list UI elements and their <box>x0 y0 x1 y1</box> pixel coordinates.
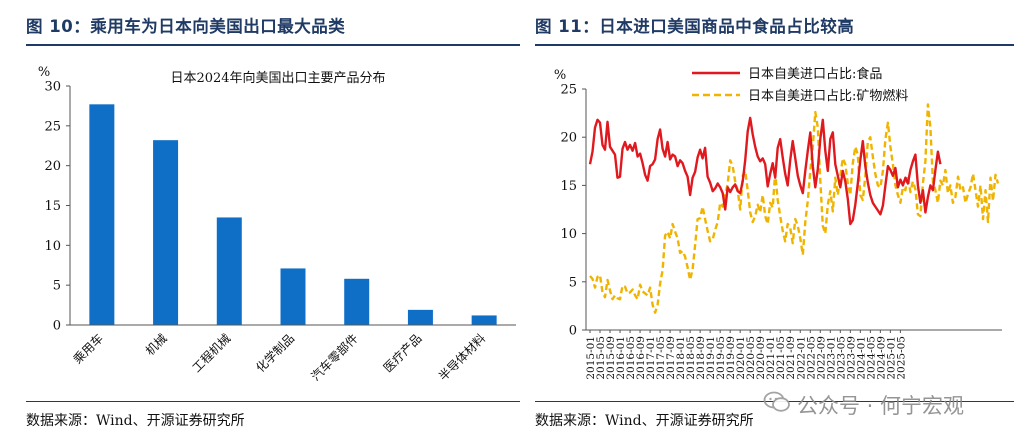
bar-y-tick-label: 25 <box>44 119 61 134</box>
line-x-tick-label: 2025-05 <box>895 336 907 380</box>
watermark: 公众号 · 何宁宏观 <box>763 390 964 420</box>
bar-category-label: 汽车零部件 <box>308 331 361 384</box>
right-title-rule <box>535 44 1014 46</box>
line-x-tick-label: 2021-01 <box>765 336 777 380</box>
bar-y-tick-label: 15 <box>44 199 61 214</box>
line-x-tick-label: 2021-05 <box>775 336 787 380</box>
bar-category-label: 工程机械 <box>189 331 234 376</box>
line-x-tick-label: 2025-01 <box>885 336 897 380</box>
bar-1 <box>89 104 115 325</box>
line-x-tick-label: 2017-01 <box>645 336 657 380</box>
line-x-tick-label: 2024-09 <box>875 336 887 380</box>
bar-chart: 日本2024年向美国出口主要产品分布 % 0 5 10 15 20 25 30 乘用车 机械工… <box>38 65 516 384</box>
series-line-fuel <box>589 103 1000 314</box>
bar-7 <box>471 315 497 325</box>
line-x-tick-label: 2018-05 <box>685 336 697 380</box>
line-x-tick-label: 2018-01 <box>675 336 687 380</box>
line-x-tick-label: 2017-05 <box>655 336 667 380</box>
right-source-text: 数据来源：Wind、开源证券研究所 <box>535 413 754 429</box>
line-x-tick-label: 2024-01 <box>855 336 867 380</box>
line-y-axis-unit: % <box>554 68 566 83</box>
line-x-tick-label: 2023-01 <box>825 336 837 380</box>
bar-y-tick-label: 5 <box>53 279 61 294</box>
bar-3 <box>216 217 242 325</box>
bar-y-tick-label: 30 <box>44 80 61 95</box>
left-figure-title: 图 10：乘用车为日本向美国出口最大品类 <box>26 17 346 36</box>
line-y-tick-label: 10 <box>560 227 577 242</box>
line-x-tick-label: 2016-09 <box>635 336 647 380</box>
line-x-tick-label: 2023-09 <box>845 336 857 380</box>
series-line-food <box>588 116 942 226</box>
line-x-tick-label: 2015-09 <box>605 336 617 380</box>
line-x-tick-label: 2019-05 <box>715 336 727 380</box>
bar-6 <box>407 309 433 325</box>
left-source-rule <box>26 401 520 402</box>
line-x-tick-label: 2023-05 <box>835 336 847 380</box>
bar-category-label: 半导体材料 <box>436 331 488 383</box>
line-x-tick-label: 2015-01 <box>585 336 597 380</box>
bar-chart-title: 日本2024年向美国出口主要产品分布 <box>170 70 385 86</box>
bar-y-tick-label: 20 <box>44 159 61 174</box>
line-y-tick-label: 5 <box>569 275 577 290</box>
line-y-tick-label: 25 <box>560 83 577 98</box>
line-x-tick-label: 2019-09 <box>725 336 737 380</box>
line-x-tick-label: 2020-05 <box>745 336 757 380</box>
bar-5 <box>344 278 370 325</box>
line-x-tick-label: 2020-01 <box>735 336 747 380</box>
line-y-tick-label: 20 <box>560 131 577 146</box>
line-x-tick-label: 2020-09 <box>755 336 767 380</box>
left-source-text: 数据来源：Wind、开源证券研究所 <box>26 413 245 429</box>
right-figure-title: 图 11：日本进口美国商品中食品占比较高 <box>535 17 855 36</box>
line-x-tick-label: 2016-01 <box>615 336 627 380</box>
bar-category-label: 化学制品 <box>253 331 298 376</box>
wechat-icon <box>763 391 791 418</box>
line-x-tick-label: 2024-05 <box>865 336 877 380</box>
left-title-rule <box>26 44 520 46</box>
line-legend: 日本自美进口占比:食品 日本自美进口占比:矿物燃料 <box>692 66 908 104</box>
line-x-tick-label: 2018-09 <box>695 336 707 380</box>
line-x-tick-label: 2022-05 <box>805 336 817 380</box>
bar-y-tick-label: 10 <box>44 239 61 254</box>
line-x-tick-label: 2021-09 <box>785 336 797 380</box>
bar-y-axis-unit: % <box>38 65 50 80</box>
line-y-tick-label: 15 <box>560 179 577 194</box>
bar-category-label: 机械 <box>142 331 170 359</box>
bar-2 <box>153 140 179 325</box>
bar-y-tick-label: 0 <box>53 319 61 334</box>
line-x-tick-label: 2015-05 <box>595 336 607 380</box>
bar-4 <box>280 268 306 325</box>
line-x-tick-label: 2017-09 <box>665 336 677 380</box>
bar-category-label: 乘用车 <box>70 331 106 367</box>
line-x-tick-label: 2022-09 <box>815 336 827 380</box>
bar-category-label: 医疗产品 <box>381 331 425 375</box>
line-x-tick-label: 2022-01 <box>795 336 807 380</box>
legend-label-fuel: 日本自美进口占比:矿物燃料 <box>748 88 908 104</box>
line-x-tick-label: 2019-01 <box>705 336 717 380</box>
legend-label-food: 日本自美进口占比:食品 <box>748 66 882 82</box>
line-x-tick-label: 2016-05 <box>625 336 637 380</box>
line-y-tick-label: 0 <box>569 324 577 339</box>
watermark-text: 公众号 · 何宁宏观 <box>797 394 965 418</box>
